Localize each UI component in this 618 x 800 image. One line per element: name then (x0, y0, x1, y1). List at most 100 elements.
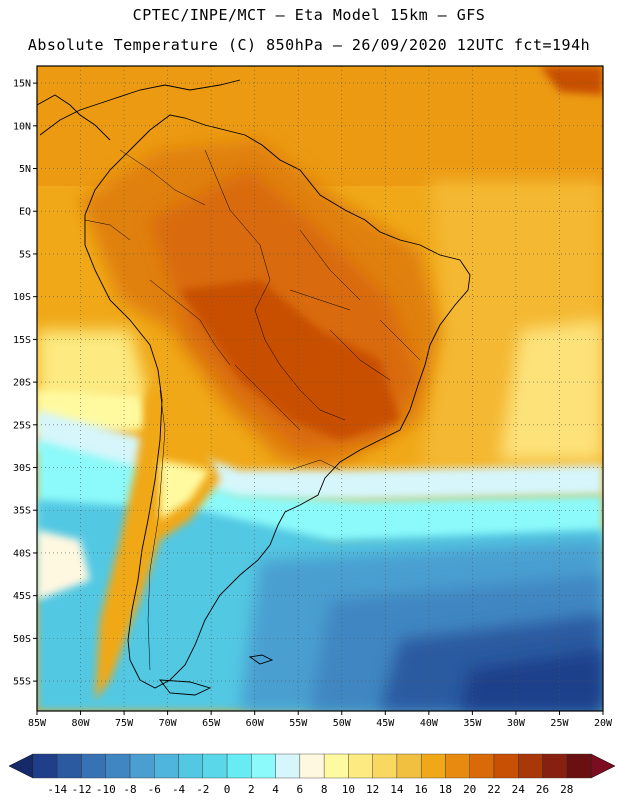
lon-tick-label: 30W (507, 718, 526, 729)
lon-tick-label: 55W (289, 718, 308, 729)
field-andes-pale (160, 460, 210, 520)
colorbar-label: 8 (321, 783, 328, 796)
lat-tick-label: 10S (13, 292, 31, 303)
colorbar-swatch (202, 753, 228, 779)
lat-tick-label: 30S (13, 463, 31, 474)
colorbar-label: -4 (172, 783, 186, 796)
colorbar-swatch (129, 753, 155, 779)
colorbar-label: 18 (439, 783, 452, 796)
colorbar-swatch (420, 753, 446, 779)
border-ecuador (84, 219, 131, 241)
colorbar-label: -2 (196, 783, 209, 796)
tierra-del-fuego (159, 679, 212, 696)
colorbar-label: 12 (366, 783, 379, 796)
temperature-field (37, 66, 603, 711)
lon-tick-label: 45W (376, 718, 395, 729)
colorbar-swatch (445, 753, 470, 779)
lat-tick-label: 25S (13, 420, 31, 431)
colorbar-label: -8 (123, 783, 136, 796)
lat-tick-label: 55S (13, 677, 31, 688)
colorbar-swatch (469, 753, 495, 779)
field-cold-6 (460, 650, 603, 711)
title-line-2: Absolute Temperature (C) 850hPa – 26/09/… (27, 36, 591, 54)
latitude-labels: 15N 10N 5N EQ 5S 10S 15S 20S 25S 30S 35S 40S 45S 50S 5… (13, 79, 37, 688)
colorbar-labels: -14 -12 -10 -8 -6 -4 -2 0 2 4 6 8 10 12 14 16 18 20 22 24 26… (47, 783, 573, 796)
field-continent-core (180, 280, 400, 440)
colorbar-swatch (542, 753, 567, 779)
colorbar-swatch (299, 753, 325, 779)
lon-tick-label: 85W (28, 718, 47, 729)
lat-tick-label: 5S (19, 249, 31, 260)
border-colombia-venezuela (119, 149, 206, 206)
colorbar-swatch (178, 753, 204, 779)
colorbar-label: -12 (72, 783, 92, 796)
border-argentina-chile (147, 389, 166, 671)
colorbar-label: 26 (536, 783, 549, 796)
colorbar-label: 16 (415, 783, 428, 796)
colorbar-swatch (32, 753, 58, 779)
colorbar-swatch (154, 753, 179, 779)
colorbar-label: -10 (96, 783, 116, 796)
field-north (37, 66, 603, 186)
colorbar-swatch (566, 753, 592, 779)
colorbar-label: 2 (248, 783, 255, 796)
colorbar-high-arrow (590, 753, 616, 779)
longitude-labels: 85W 80W 75W 70W 65W 60W 55W 50W 45W 40W 35W 30W 25W 2… (28, 711, 613, 729)
border-brazil-west (204, 149, 346, 421)
lat-tick-label: 15N (13, 79, 31, 90)
lon-tick-label: 60W (246, 718, 265, 729)
colorbar-label: 6 (297, 783, 304, 796)
border-uruguay (289, 459, 341, 471)
map-frame (36, 65, 604, 712)
field-andes-warm (95, 380, 220, 700)
lon-tick-label: 80W (72, 718, 91, 729)
lon-tick-label: 75W (115, 718, 134, 729)
title-line-1: CPTEC/INPE/MCT – Eta Model 15km – GFS (132, 6, 486, 24)
colorbar-swatch (251, 753, 276, 779)
lat-tick-label: 10N (13, 121, 31, 132)
lat-tick-label: 45S (13, 591, 31, 602)
coastlines (37, 79, 471, 696)
colorbar-swatch (396, 753, 422, 779)
colorbar-low-arrow (8, 753, 34, 779)
lon-tick-label: 35W (463, 718, 482, 729)
colorbar-swatch (518, 753, 543, 779)
colorbar-swatch (323, 753, 349, 779)
colorbar-label: 20 (463, 783, 476, 796)
border-paraguay (234, 364, 301, 431)
falklands (248, 654, 274, 665)
field-pacific-yellow (37, 330, 150, 410)
lat-tick-label: 5N (19, 164, 31, 175)
country-borders (84, 149, 421, 671)
colorbar-label: 22 (487, 783, 500, 796)
colorbar-swatch (493, 753, 519, 779)
lat-tick-label: 15S (13, 335, 31, 346)
colorbar-swatch (226, 753, 252, 779)
lat-tick-label: 20S (13, 378, 31, 389)
colorbar-label: 28 (560, 783, 573, 796)
lon-tick-label: 50W (333, 718, 352, 729)
lat-tick-label: EQ (19, 207, 31, 218)
lon-tick-label: 70W (159, 718, 178, 729)
lat-tick-label: 35S (13, 506, 31, 517)
field-pacific-pale-south (37, 530, 90, 600)
lat-tick-label: 40S (13, 548, 31, 559)
colorbar-label: 0 (224, 783, 231, 796)
colorbar-label: 14 (390, 783, 404, 796)
colorbar-label: 10 (342, 783, 355, 796)
south-america-coastline (84, 114, 471, 689)
lat-tick-label: 50S (13, 634, 31, 645)
colorbar-swatch (105, 753, 131, 779)
lon-tick-label: 40W (420, 718, 439, 729)
colorbar-label: 4 (272, 783, 279, 796)
colorbar-label: 24 (512, 783, 526, 796)
colorbar-swatch (275, 753, 301, 779)
colorbar-swatch (81, 753, 106, 779)
lon-tick-label: 65W (202, 718, 221, 729)
colorbar-swatch (57, 753, 82, 779)
field-ne-warm (540, 66, 603, 95)
lon-tick-label: 20W (594, 718, 613, 729)
central-america (37, 94, 111, 141)
colorbar-swatch (348, 753, 373, 779)
